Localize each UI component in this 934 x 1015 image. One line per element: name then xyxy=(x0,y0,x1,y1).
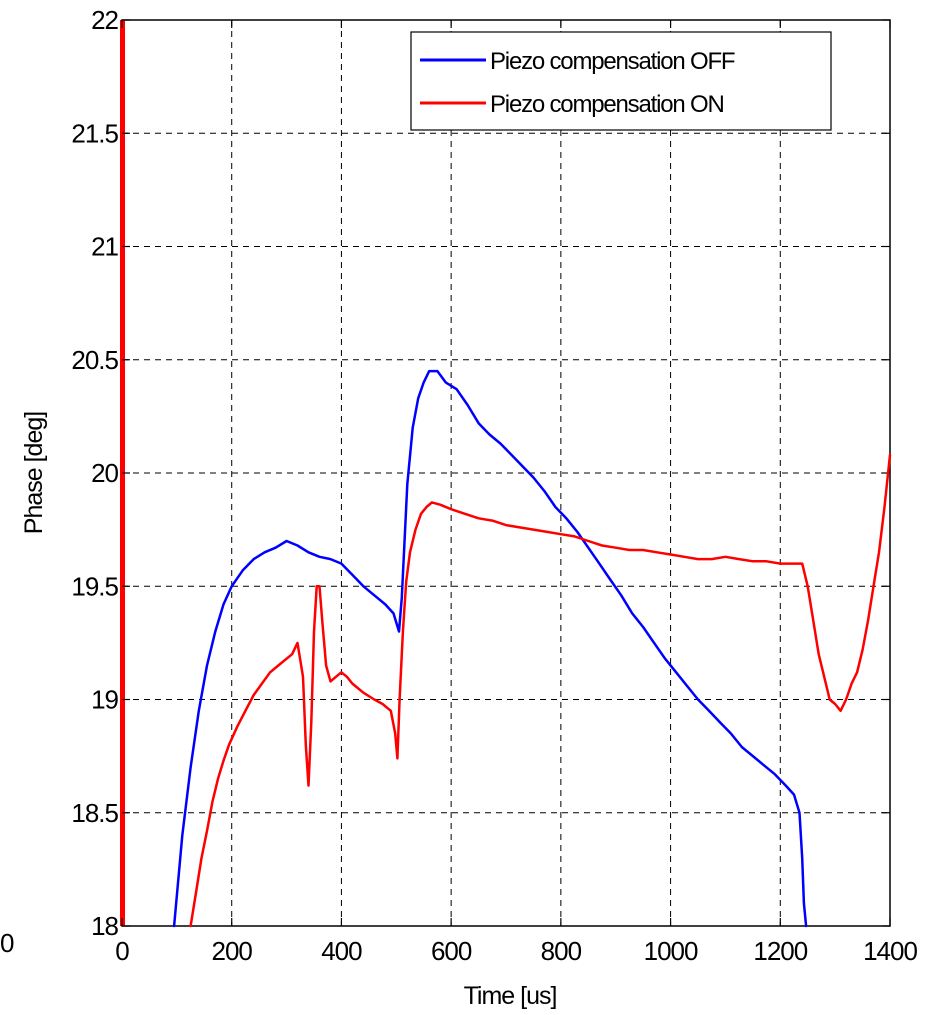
stray-tick-label: 0 xyxy=(0,928,14,958)
series-line-compensation-off xyxy=(172,369,808,928)
x-tick-label: 0 xyxy=(115,936,129,966)
y-axis-label: Phase [deg] xyxy=(20,412,48,534)
x-tick-label: 1200 xyxy=(753,936,807,966)
series-layer xyxy=(172,369,892,928)
x-tick-label: 600 xyxy=(431,936,472,966)
y-tick-label: 21.5 xyxy=(71,118,118,148)
x-axis-label: Time [us] xyxy=(464,982,557,1010)
y-tick-label: 22 xyxy=(91,5,118,35)
x-tick-label: 200 xyxy=(212,936,253,966)
legend-label-on: Piezo compensation ON xyxy=(490,91,724,118)
legend: Piezo compensation OFF Piezo compensatio… xyxy=(410,31,832,131)
y-tick-label: 18.5 xyxy=(71,798,118,828)
x-tick-label: 1400 xyxy=(863,936,917,966)
x-tick-label: 1000 xyxy=(644,936,698,966)
y-tick-label: 18 xyxy=(91,911,118,941)
legend-label-off: Piezo compensation OFF xyxy=(490,48,735,75)
y-tick-label: 20.5 xyxy=(71,345,118,375)
y-tick-label: 20 xyxy=(91,458,118,488)
grid-lines xyxy=(122,20,890,926)
x-tick-label: 400 xyxy=(321,936,362,966)
y-tick-label: 19.5 xyxy=(71,571,118,601)
y-tick-label: 19 xyxy=(91,685,118,715)
y-tick-label: 21 xyxy=(91,232,118,262)
x-tick-label: 800 xyxy=(541,936,582,966)
axis-ticks: 0 200 400 600 800 1000 1200 1400 18 18.5 19 19.5 20 2… xyxy=(71,5,918,966)
series-line-compensation-on xyxy=(189,453,892,928)
legend-box xyxy=(410,31,832,131)
